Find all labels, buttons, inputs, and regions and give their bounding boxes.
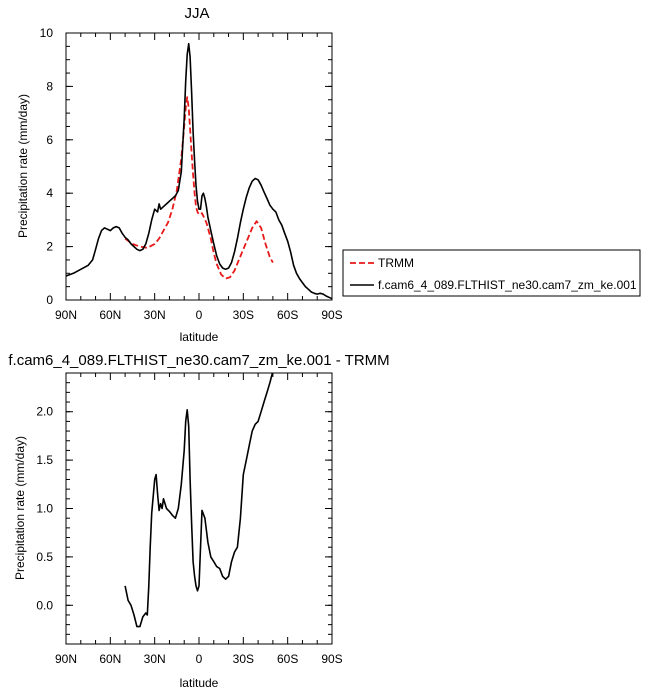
x-tick-label: 90N — [55, 652, 77, 666]
x-axis-label-top: latitude — [180, 330, 219, 344]
x-axis-ticks-top: 90N 60N 30N 0 30S 60S 90S — [55, 33, 343, 322]
x-axis-ticks-bottom: 90N 60N 30N 0 30S 60S 90S — [55, 373, 343, 666]
x-tick-label: 0 — [196, 308, 203, 322]
x-tick-label: 30N — [144, 652, 166, 666]
series-line-1-0 — [124, 373, 274, 628]
y-tick-label: 0 — [46, 293, 53, 307]
jja-precipitation-panel: JJA 90N 60N 30N 0 30S 60S 90S 0 2 4 6 8 10 latitude… — [16, 5, 343, 344]
series-line-0-1 — [66, 42, 332, 300]
plot-frame-bottom — [65, 372, 333, 645]
x-tick-label: 30S — [233, 308, 254, 322]
chart-title-top: JJA — [184, 5, 209, 22]
x-tick-label: 60S — [277, 308, 298, 322]
legend: TRMM f.cam6_4_089.FLTHIST_ne30.cam7_zm_k… — [342, 249, 641, 297]
series-line-0-0 — [124, 96, 274, 280]
y-axis-ticks-bottom: 0.0 0.5 1.0 1.5 2.0 — [36, 372, 332, 645]
y-axis-label-bottom: Precipitation rate (mm/day) — [13, 436, 27, 580]
y-tick-label: 2 — [46, 240, 53, 254]
y-tick-label: 8 — [46, 79, 53, 93]
x-tick-label: 60S — [277, 652, 298, 666]
difference-panel: f.cam6_4_089.FLTHIST_ne30.cam7_zm_ke.001… — [8, 352, 389, 690]
x-tick-label: 60N — [99, 652, 121, 666]
y-axis-ticks-top: 0 2 4 6 8 10 — [40, 26, 332, 307]
x-tick-label: 30S — [233, 652, 254, 666]
y-tick-label: 2.0 — [36, 405, 53, 419]
y-tick-label: 1.0 — [36, 502, 53, 516]
y-tick-label: 1.5 — [36, 453, 53, 467]
y-tick-label: 10 — [40, 26, 54, 40]
y-tick-label: 0.0 — [36, 598, 53, 612]
x-tick-label: 90N — [55, 308, 77, 322]
y-axis-label-top: Precipitation rate (mm/day) — [16, 94, 30, 238]
y-tick-label: 0.5 — [36, 550, 53, 564]
legend-label-model: f.cam6_4_089.FLTHIST_ne30.cam7_zm_ke.001 — [378, 278, 637, 292]
chart-title-bottom: f.cam6_4_089.FLTHIST_ne30.cam7_zm_ke.001… — [8, 352, 389, 369]
legend-label-trmm: TRMM — [378, 256, 414, 270]
series-lines-bottom — [124, 373, 274, 628]
x-tick-label: 30N — [144, 308, 166, 322]
x-tick-label: 90S — [321, 308, 342, 322]
x-axis-label-bottom: latitude — [180, 676, 219, 690]
series-lines-top — [66, 42, 332, 300]
x-tick-label: 60N — [99, 308, 121, 322]
y-tick-label: 4 — [46, 186, 53, 200]
legend-box — [342, 249, 641, 297]
x-tick-label: 0 — [196, 652, 203, 666]
y-tick-label: 6 — [46, 133, 53, 147]
x-tick-label: 90S — [321, 652, 342, 666]
